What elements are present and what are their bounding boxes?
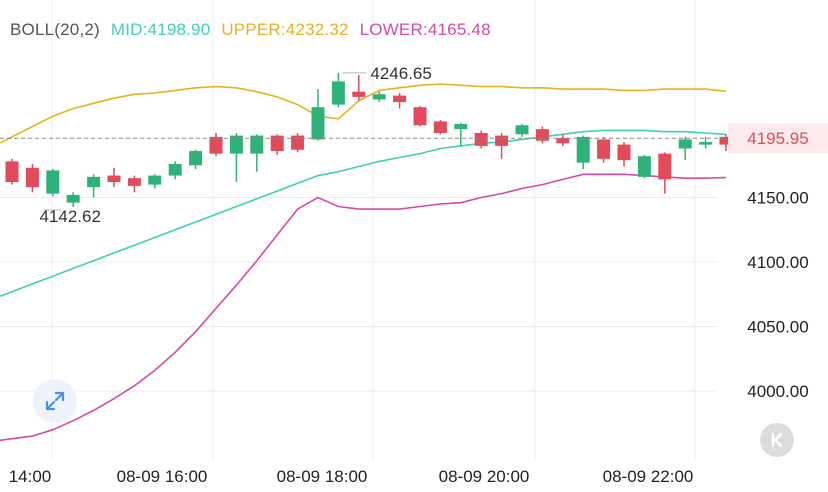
- expand-button[interactable]: [33, 379, 77, 423]
- candle-body: [168, 163, 182, 176]
- y-tick-label: 4000.00: [747, 382, 808, 401]
- candle-body: [617, 144, 631, 161]
- candle-body: [535, 129, 549, 141]
- candle-body: [576, 136, 590, 163]
- candle-body: [637, 156, 651, 177]
- expand-arrows-icon: [45, 391, 65, 411]
- candle-body: [515, 125, 529, 135]
- candle-body: [250, 135, 264, 154]
- candle-body: [495, 135, 509, 146]
- candle-body: [189, 151, 203, 166]
- current-price-label: 4195.95: [747, 129, 808, 148]
- candle-body: [229, 135, 243, 154]
- candle-body: [658, 153, 672, 180]
- candle-body: [678, 139, 692, 149]
- band-upper-line: [0, 83, 727, 144]
- min-price-label: 4142.62: [39, 207, 100, 226]
- candle-body: [719, 136, 733, 145]
- candle-body: [433, 121, 447, 133]
- candle-body: [25, 167, 39, 188]
- candle-body: [107, 175, 121, 183]
- x-tick-label: 08-09 22:00: [603, 467, 694, 486]
- y-tick-label: 4050.00: [747, 318, 808, 337]
- legend-upper: UPPER:4232.32: [221, 20, 349, 39]
- bollinger-bands: [0, 83, 727, 442]
- candle-body: [597, 139, 611, 159]
- y-tick-label: 4100.00: [747, 253, 808, 272]
- candle-body: [474, 133, 488, 146]
- annotations: 4246.65 4142.62: [39, 64, 431, 226]
- candle-body: [127, 178, 141, 186]
- candle-body: [270, 135, 284, 152]
- candle-body: [331, 81, 345, 105]
- candle-body: [413, 107, 427, 126]
- candle-body: [66, 194, 80, 203]
- x-tick-label: 08-09 20:00: [439, 467, 530, 486]
- candle-body: [311, 107, 325, 140]
- candle-body: [352, 91, 366, 97]
- candle-body: [209, 136, 223, 154]
- legend-lower: LOWER:4165.48: [359, 20, 491, 39]
- band-mid-line: [0, 129, 727, 298]
- current-price-line: 4195.95: [0, 123, 828, 154]
- x-tick-label: 08-09 18:00: [277, 467, 368, 486]
- candle-body: [291, 135, 305, 150]
- candles: [5, 72, 733, 208]
- grid-lines: [0, 0, 718, 460]
- candle-body: [372, 94, 386, 100]
- jump-to-latest-button[interactable]: [760, 423, 794, 457]
- candle-body: [699, 142, 713, 145]
- x-tick-label: 14:00: [9, 467, 52, 486]
- candle-body: [556, 138, 570, 144]
- candle-body: [46, 170, 60, 194]
- band-lower-line: [0, 173, 727, 442]
- y-tick-label: 4150.00: [747, 189, 808, 208]
- candle-body: [454, 123, 468, 130]
- candle-body: [393, 95, 407, 103]
- max-price-label: 4246.65: [370, 64, 431, 83]
- legend-mid: MID:4198.90: [110, 20, 211, 39]
- jump-to-latest-icon: [771, 432, 783, 448]
- indicator-legend: BOLL(20,2) MID:4198.90 UPPER:4232.32 LOW…: [10, 20, 497, 40]
- candle-body: [148, 175, 162, 185]
- candle-body: [87, 176, 101, 188]
- x-axis: 14:00 08-09 16:00 08-09 18:00 08-09 20:00 08…: [9, 467, 694, 486]
- y-axis: 4150.00 4100.00 4050.00 4000.00: [747, 189, 808, 402]
- current-price-tag: [728, 123, 828, 154]
- legend-indicator: BOLL(20,2): [10, 20, 100, 39]
- x-tick-label: 08-09 16:00: [117, 467, 208, 486]
- candle-body: [5, 161, 19, 183]
